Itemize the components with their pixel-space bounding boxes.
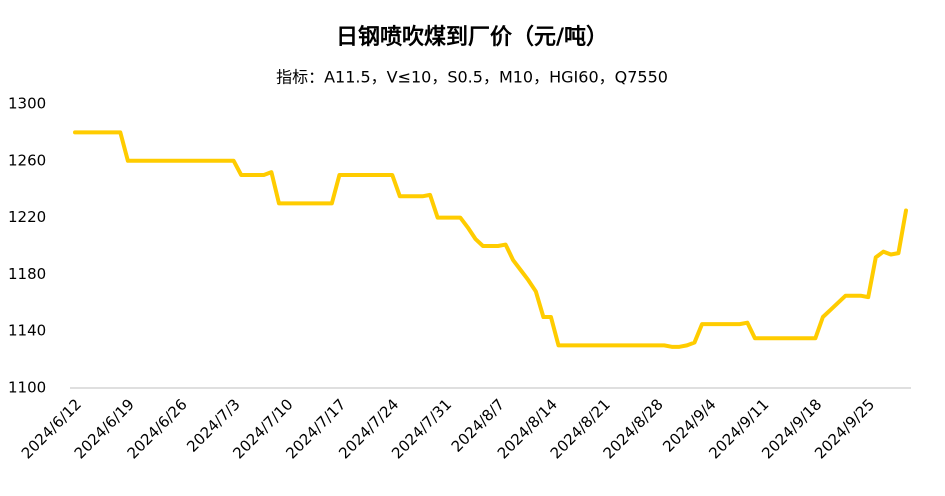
y-tick-label: 1140 (8, 322, 46, 340)
line (73, 130, 908, 349)
y-tick-label: 1260 (8, 151, 46, 169)
y-tick-label: 1220 (8, 208, 46, 226)
chart-subtitle: 指标：A11.5，V≤10，S0.5，M10，HGI60，Q7550 (276, 68, 668, 87)
chart-title: 日钢喷吹煤到厂价（元/吨） (336, 24, 608, 50)
y-tick-label: 1100 (8, 379, 46, 397)
y-tick-label: 1300 (8, 95, 46, 113)
y-tick-label: 1180 (8, 265, 46, 283)
